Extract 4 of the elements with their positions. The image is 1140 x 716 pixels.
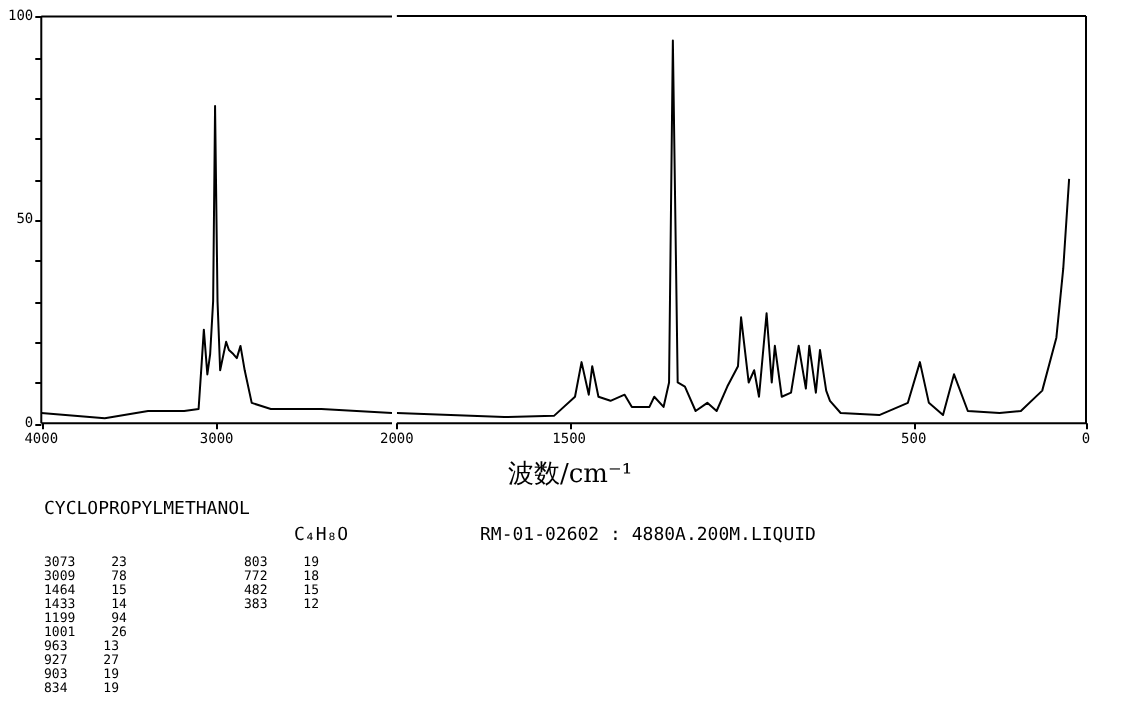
text: CYCLOPROPYLMETHANOL — [44, 500, 250, 520]
x-axis-title: 波数/cm⁻¹ — [505, 458, 635, 492]
text: RM-01-02602 : 4880A.200M.LIQUID — [480, 526, 816, 546]
text: C₄H₈O — [294, 526, 349, 546]
